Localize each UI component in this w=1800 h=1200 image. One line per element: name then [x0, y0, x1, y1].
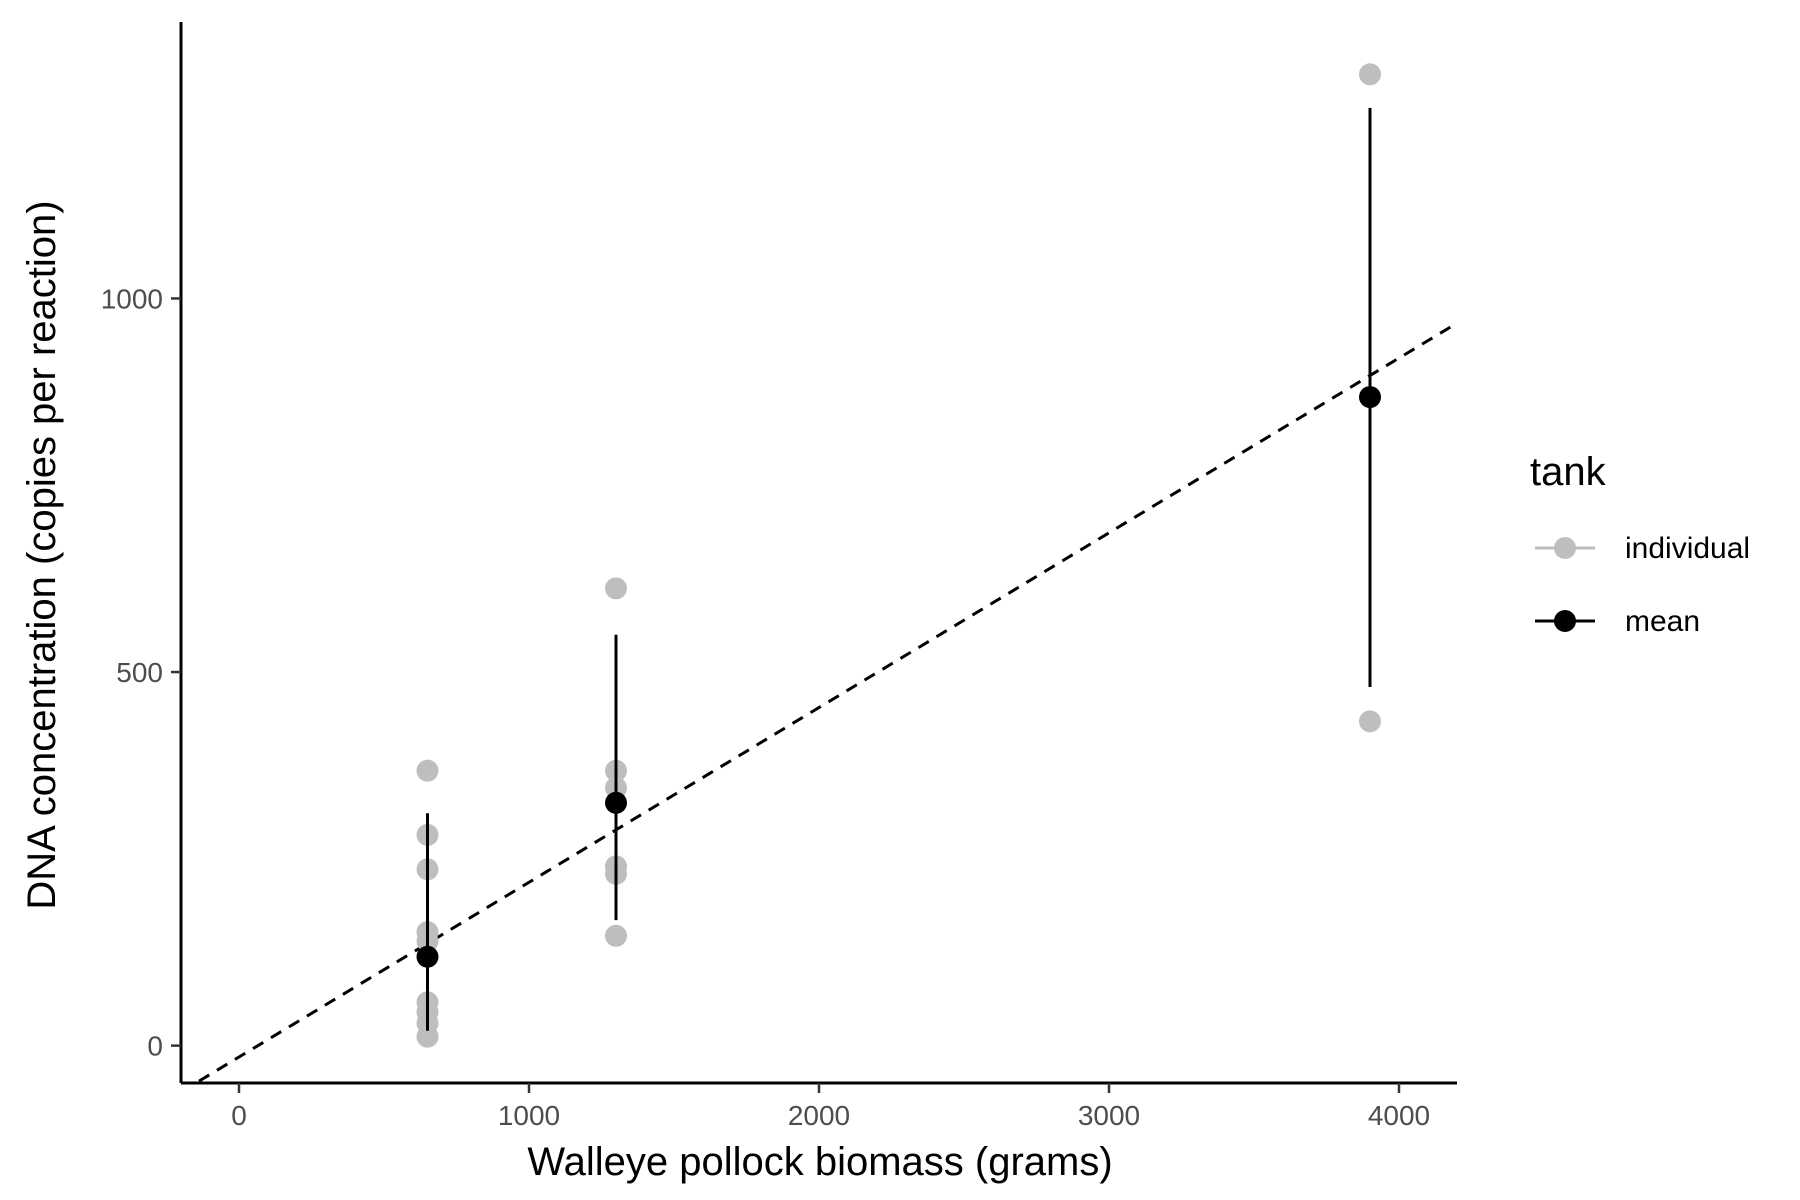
x-tick-label-4: 4000 [1368, 1100, 1430, 1131]
y-tick-label-0: 0 [147, 1031, 163, 1062]
individual-point-14 [605, 924, 627, 947]
plot-marks [192, 63, 1457, 1083]
y-axis-title: DNA concentration (copies per reaction) [20, 200, 64, 909]
individual-point-16 [1359, 710, 1381, 733]
axes: 0 1000 2000 3000 4000 0 500 1000 [101, 22, 1457, 1131]
legend-label-mean: mean [1625, 605, 1700, 638]
legend-entry-individual: individual [1535, 532, 1750, 565]
individual-point-8 [416, 1025, 439, 1048]
y-tick-label-2: 1000 [101, 283, 163, 314]
legend-label-individual: individual [1625, 532, 1750, 565]
mean-point-2 [1359, 386, 1381, 409]
mean-point-0 [416, 945, 439, 968]
x-axis-title: Walleye pollock biomass (grams) [527, 1140, 1112, 1184]
legend-key-point-individual [1554, 537, 1576, 559]
y-tick-label-1: 500 [116, 657, 163, 688]
legend-key-point-mean [1554, 610, 1576, 632]
individual-point-9 [605, 577, 627, 600]
x-tick-label-0: 0 [231, 1100, 247, 1131]
x-tick-label-1: 1000 [498, 1100, 560, 1131]
x-tick-label-2: 2000 [788, 1100, 850, 1131]
legend: tank individual mean [1530, 450, 1750, 638]
legend-title: tank [1530, 450, 1607, 494]
legend-entry-mean: mean [1535, 605, 1700, 638]
x-tick-label-3: 3000 [1078, 1100, 1140, 1131]
regression-line [192, 321, 1457, 1083]
individual-point-15 [1359, 63, 1381, 86]
mean-point-1 [605, 791, 627, 814]
individual-point-0 [416, 759, 439, 782]
